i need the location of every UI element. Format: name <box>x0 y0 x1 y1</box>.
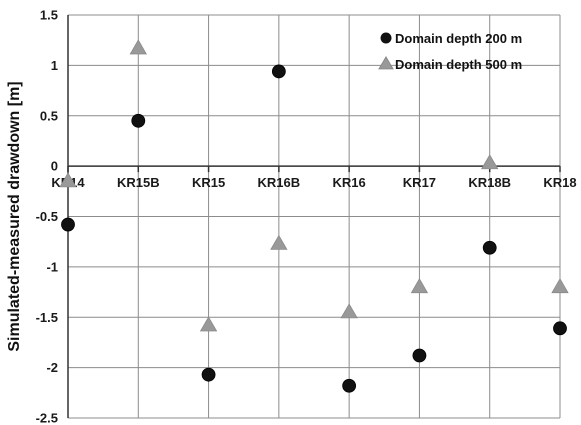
point-200m <box>482 240 497 255</box>
legend-label-500m: Domain depth 500 m <box>395 57 522 72</box>
point-500m <box>551 278 569 294</box>
point-200m <box>201 367 216 382</box>
point-200m <box>131 113 146 128</box>
y-axis: -2.5 -2 -1.5 -1 -0.5 0 0.5 1 1.5 <box>36 8 69 425</box>
x-tick-label: KR17 <box>403 175 436 190</box>
legend: Domain depth 200 m Domain depth 500 m <box>378 31 522 72</box>
y-tick-label: -1 <box>46 259 58 274</box>
point-500m <box>129 39 147 55</box>
x-tick-label: KR18B <box>468 175 511 190</box>
x-tick-label: KR15 <box>192 175 225 190</box>
legend-label-200m: Domain depth 200 m <box>395 31 522 46</box>
y-tick-label: 1.5 <box>40 8 58 23</box>
x-tick-label: KR18 <box>543 175 576 190</box>
y-tick-label: -2.5 <box>36 411 58 425</box>
y-tick-label: 0 <box>51 159 58 174</box>
point-500m <box>270 234 288 250</box>
y-tick-label: -1.5 <box>36 310 58 325</box>
y-tick-label: 0.5 <box>40 108 58 123</box>
x-tick-label: KR16 <box>333 175 366 190</box>
point-200m <box>342 378 357 393</box>
point-500m <box>59 172 77 188</box>
point-500m <box>481 154 499 170</box>
point-200m <box>553 321 567 336</box>
x-tick-label: KR16B <box>258 175 301 190</box>
y-axis-label: Simulated-measured drawdown [m] <box>6 81 23 351</box>
data-points <box>59 39 569 393</box>
x-axis: KR14KR15BKR15KR16BKR16KR17KR18BKR18 <box>51 165 577 190</box>
point-500m <box>199 316 218 332</box>
legend-marker-500m <box>378 55 394 70</box>
y-tick-label: -2 <box>46 360 58 375</box>
point-200m <box>412 348 427 363</box>
y-tick-label: 1 <box>51 58 58 73</box>
point-200m <box>271 64 286 79</box>
grid-lines <box>68 14 561 419</box>
x-tick-label: KR15B <box>117 175 160 190</box>
point-200m <box>61 217 75 232</box>
point-500m <box>410 278 429 294</box>
point-500m <box>340 303 358 319</box>
y-tick-label: -0.5 <box>36 209 58 224</box>
legend-marker-200m <box>380 32 392 44</box>
